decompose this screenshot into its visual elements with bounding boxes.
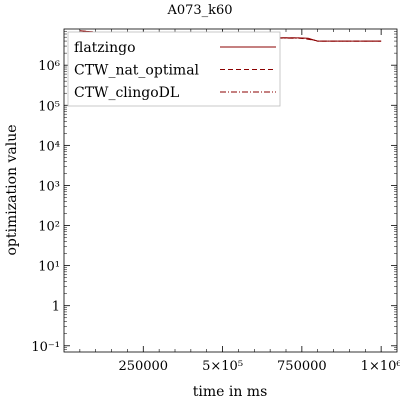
y-tick-label: 10⁴ xyxy=(38,139,60,154)
plot-frame xyxy=(63,28,398,353)
x-tick-label: 1×10⁶ xyxy=(361,359,400,374)
y-axis-label: optimization value xyxy=(4,124,20,255)
x-tick-label: 750000 xyxy=(277,359,327,374)
tick-layer: 250000 5×10⁵ 750000 1×10⁶ 10⁻¹ 1 10¹ 10² 10³ 10⁴ 1… xyxy=(31,29,400,374)
y-tick-label: 10⁶ xyxy=(38,59,60,74)
y-tick-label: 10⁵ xyxy=(38,99,60,114)
legend-label-2: CTW_clingoDL xyxy=(74,85,179,101)
y-tick-label: 10³ xyxy=(38,179,60,194)
y-tick-label: 1 xyxy=(52,300,60,315)
y-tick-label: 10² xyxy=(38,220,60,235)
legend-label-1: CTW_nat_optimal xyxy=(74,63,200,79)
x-tick-label: 250000 xyxy=(118,359,168,374)
legend: flatzingo CTW_nat_optimal CTW_clingoDL xyxy=(67,31,281,107)
legend-label-0: flatzingo xyxy=(74,40,136,56)
x-tick-label: 5×10⁵ xyxy=(202,359,243,374)
y-tick-label: 10⁻¹ xyxy=(31,340,60,355)
chart-title: A073_k60 xyxy=(166,3,232,18)
y-tick-label: 10¹ xyxy=(38,260,60,275)
x-axis-label: time in ms xyxy=(193,384,268,400)
